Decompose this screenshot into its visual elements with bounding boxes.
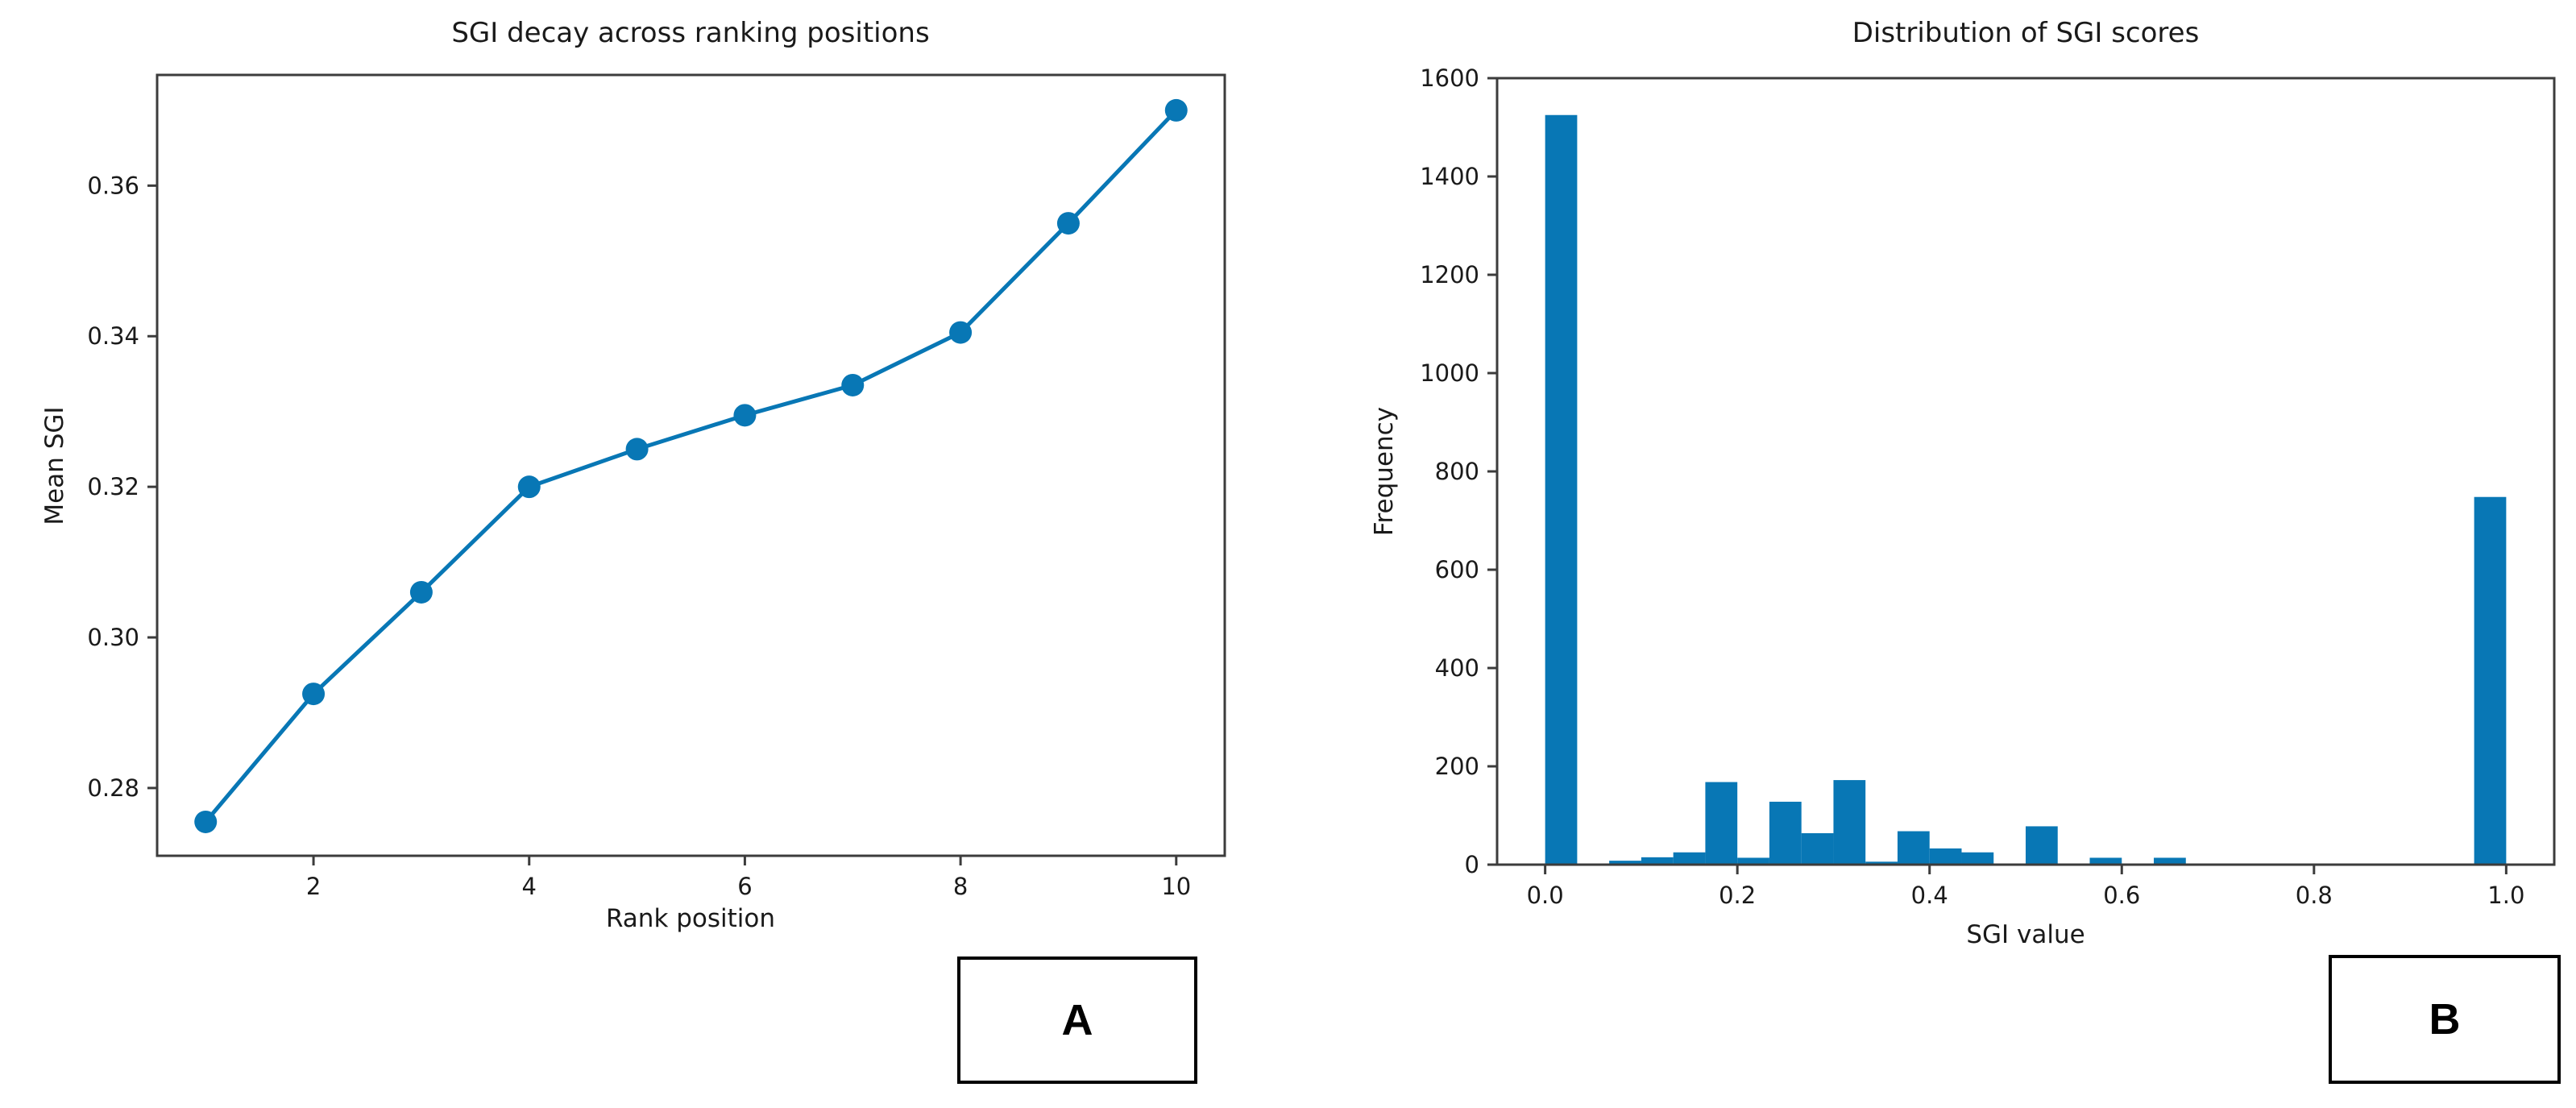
data-point: [409, 580, 433, 604]
histogram-bar: [1609, 861, 1641, 865]
x-tick-label: 4: [522, 873, 537, 900]
plot-spines: [156, 73, 1226, 857]
x-tick-label: 0.6: [2103, 882, 2140, 909]
y-tick-label: 0.32: [87, 473, 139, 500]
histogram-bar: [1705, 782, 1738, 865]
histogram-bar: [1961, 852, 1994, 865]
y-tick-label: 1000: [1420, 359, 1479, 387]
plot-spines: [1495, 77, 2556, 866]
data-point: [733, 404, 757, 427]
histogram-svg: Distribution of SGI scores SGI value Fre…: [1370, 17, 2556, 949]
y-tick-label: 400: [1435, 654, 1479, 682]
histogram-bar: [1673, 852, 1706, 865]
y-tick-label: 800: [1435, 458, 1479, 485]
y-tick-label: 0.28: [87, 774, 139, 802]
line-chart-svg: SGI decay across ranking positions Rank …: [40, 17, 1226, 933]
x-tick-label: 10: [1161, 873, 1191, 900]
panel-label-a: A: [1061, 996, 1093, 1044]
y-tick-label: 1200: [1420, 261, 1479, 288]
histogram-bar: [1545, 114, 1578, 865]
panel-line-chart: SGI decay across ranking positions Rank …: [40, 17, 1226, 1084]
line-series: [203, 108, 1179, 824]
histogram-bar: [2089, 857, 2122, 865]
y-tick-label: 200: [1435, 753, 1479, 780]
histogram-bar: [1801, 832, 1834, 865]
data-point: [949, 321, 973, 344]
x-tick-label: 6: [737, 873, 752, 900]
y-tick-label: 1400: [1420, 163, 1479, 190]
histogram-plot-area: 0.0 0.2 0.4 0.6 0.8 1.0 0 200 400 600 800 1000 1200 1…: [1420, 64, 2556, 909]
histogram-bar: [1737, 857, 1769, 865]
data-point: [625, 438, 649, 461]
y-tick-label: 0.30: [87, 624, 139, 651]
x-axis-label: SGI value: [1966, 920, 2084, 949]
x-tick-label: 0.2: [1719, 882, 1756, 909]
y-tick-label: 600: [1435, 556, 1479, 583]
panel-label-box-a: A: [957, 957, 1197, 1084]
data-point: [841, 373, 865, 396]
x-tick-label: 0.4: [1911, 882, 1948, 909]
y-tick-label: 0.34: [87, 322, 139, 350]
data-point: [1164, 98, 1188, 122]
y-tick-label: 0.36: [87, 172, 139, 199]
x-axis-label: Rank position: [606, 904, 775, 933]
data-point: [1056, 212, 1080, 235]
histogram-bar: [1865, 861, 1898, 865]
x-tick-label: 0.8: [2296, 882, 2333, 909]
y-tick-label: 1600: [1420, 64, 1479, 92]
data-point: [517, 475, 541, 499]
chart-title: Distribution of SGI scores: [1852, 17, 2200, 49]
y-axis-label: Frequency: [1370, 407, 1399, 536]
chart-title: SGI decay across ranking positions: [451, 17, 929, 49]
histogram-bar: [1641, 857, 1674, 865]
x-tick-label: 1.0: [2487, 882, 2524, 909]
y-axis-label: Mean SGI: [40, 406, 69, 525]
panel-label-box-b: B: [2329, 955, 2561, 1084]
histogram-bar: [2474, 496, 2507, 865]
histogram-bar: [1769, 801, 1802, 865]
histogram-bar: [1897, 831, 1930, 865]
data-point: [194, 810, 218, 833]
x-tick-label: 2: [306, 873, 321, 900]
data-point: [302, 683, 326, 706]
x-tick-label: 8: [953, 873, 968, 900]
panel-histogram-chart: Distribution of SGI scores SGI value Fre…: [1289, 0, 2576, 1108]
panel-label-b: B: [2429, 995, 2461, 1044]
line-chart-plot-area: 2 4 6 8 10 0.28 0.30 0.32 0.34 0.36: [87, 73, 1226, 900]
histogram-bar: [2025, 826, 2058, 865]
histogram-bar: [1833, 780, 1866, 865]
histogram-bar: [2154, 857, 2186, 865]
y-tick-label: 0: [1465, 851, 1479, 878]
x-tick-label: 0.0: [1527, 882, 1564, 909]
histogram-bar: [1929, 848, 1962, 865]
